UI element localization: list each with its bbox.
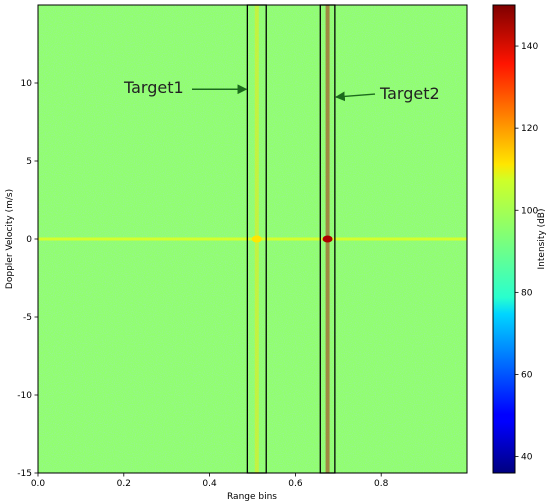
y-tick-label: -5 [23, 313, 32, 323]
colorbar-tick-label: 60 [521, 370, 533, 380]
x-tick-label: 0.2 [117, 479, 131, 489]
x-tick-label: 0.6 [288, 479, 303, 489]
y-tick-label: 5 [26, 157, 32, 167]
annotations: Target1 Target2 [123, 78, 440, 103]
annotation-label: Target2 [379, 84, 440, 103]
heatmap-marks [38, 5, 467, 473]
y-tick-label: 10 [21, 79, 33, 89]
target-peak [251, 235, 262, 243]
colorbar-tick-label: 40 [521, 453, 533, 463]
x-axis-label: Range bins [227, 492, 277, 502]
x-tick-label: 0.4 [202, 479, 217, 489]
colorbar-gradient [493, 5, 515, 473]
colorbar-label: Intensity (dB) [537, 209, 547, 270]
y-tick-label: -15 [17, 469, 32, 479]
y-tick-label: 0 [26, 235, 32, 245]
colorbar-tick-label: 100 [521, 206, 538, 216]
x-axis: 0.0 0.2 0.4 0.6 0.8 [31, 473, 389, 489]
target-peak [322, 235, 333, 243]
colorbar: 40 60 80 100 120 140 Intensity (dB) [492, 4, 547, 474]
colorbar-tick-label: 120 [521, 124, 538, 134]
annotation-label: Target1 [123, 78, 184, 97]
colorbar-tick-label: 80 [521, 288, 533, 298]
y-tick-label: -10 [17, 391, 32, 401]
y-axis-label: Doppler Velocity (m/s) [5, 189, 15, 289]
y-axis: -15 -10 -5 0 5 10 [17, 79, 38, 479]
x-tick-label: 0.0 [31, 479, 46, 489]
colorbar-ticks: 40 60 80 100 120 140 [515, 42, 538, 463]
annotation-arrow [335, 91, 376, 102]
plot-area: Target1 Target2 [37, 4, 468, 474]
colorbar-tick-label: 140 [521, 42, 538, 52]
colorbar-frame [492, 4, 516, 474]
x-tick-label: 0.8 [374, 479, 389, 489]
